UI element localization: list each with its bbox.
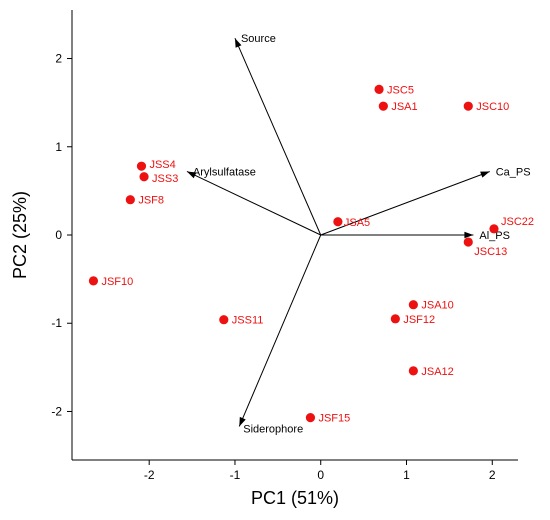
vector-label: Siderophore [243,423,303,435]
y-tick-label: -2 [51,404,62,418]
x-axis-title: PC1 (51%) [251,488,339,508]
x-tick-label: 1 [403,468,410,482]
vector-line [234,38,322,236]
vector-label: Ca_PS [496,166,531,178]
vector-label: Arylsulfatase [193,166,256,178]
vector-label: Source [241,33,276,45]
score-point [125,195,135,205]
x-tick-label: 2 [489,468,496,482]
score-point [408,300,418,310]
y-tick-label: -1 [51,316,62,330]
y-tick-label: 0 [55,228,62,242]
score-point [305,413,316,423]
point-label: JSS4 [149,159,175,171]
y-tick-label: 1 [55,140,62,154]
vector-label: Al_PS [479,230,510,242]
vector-arrowhead [234,38,242,48]
point-label: JSF15 [318,413,350,425]
y-axis-title: PC2 (25%) [10,191,30,279]
point-label: JSA10 [421,300,453,312]
score-point [88,276,99,286]
point-label: JSA5 [344,217,370,229]
score-point [374,84,384,95]
score-point [408,366,418,376]
vector-arrowhead [239,416,246,427]
vector-arrowhead [464,231,474,239]
score-point [489,224,499,234]
vector-line [186,171,321,236]
point-label: JSF10 [101,276,133,288]
point-label: JSC22 [501,216,534,228]
score-point [378,101,388,111]
y-tick-label: 2 [55,52,62,66]
loading-vectors: Source Arylsulfatase Ca_PS Al_PS Siderophore [186,33,531,435]
point-label: JSF12 [403,314,435,326]
point-label: JSC10 [476,101,509,113]
vector-line [238,234,322,427]
score-point [139,172,149,182]
axes: -2 -1 0 1 2 -2 -1 0 1 2 [51,10,518,482]
point-label: JSS11 [232,315,264,327]
point-label: JSS3 [152,173,178,185]
vector-line [320,171,490,236]
score-point [136,161,147,171]
score-point [463,237,473,247]
x-tick-label: -1 [230,468,241,482]
vector-arrowhead [186,171,197,179]
point-label: JSC13 [474,246,507,258]
x-tick-label: 0 [317,468,324,482]
point-label: JSC5 [387,84,414,96]
score-point [333,217,343,227]
score-point [390,314,400,324]
score-points: JSC5 JSA1 JSC10 JSS4 JSS3 JSF8 JSA5 JSC22 JSC13 J… [88,84,534,425]
x-tick-label: -2 [144,468,155,482]
score-point [463,101,473,111]
point-label: JSA1 [391,101,417,113]
vector-arrowhead [480,171,490,178]
point-label: JSF8 [138,195,164,207]
score-point [219,315,229,325]
point-label: JSA12 [421,366,453,378]
